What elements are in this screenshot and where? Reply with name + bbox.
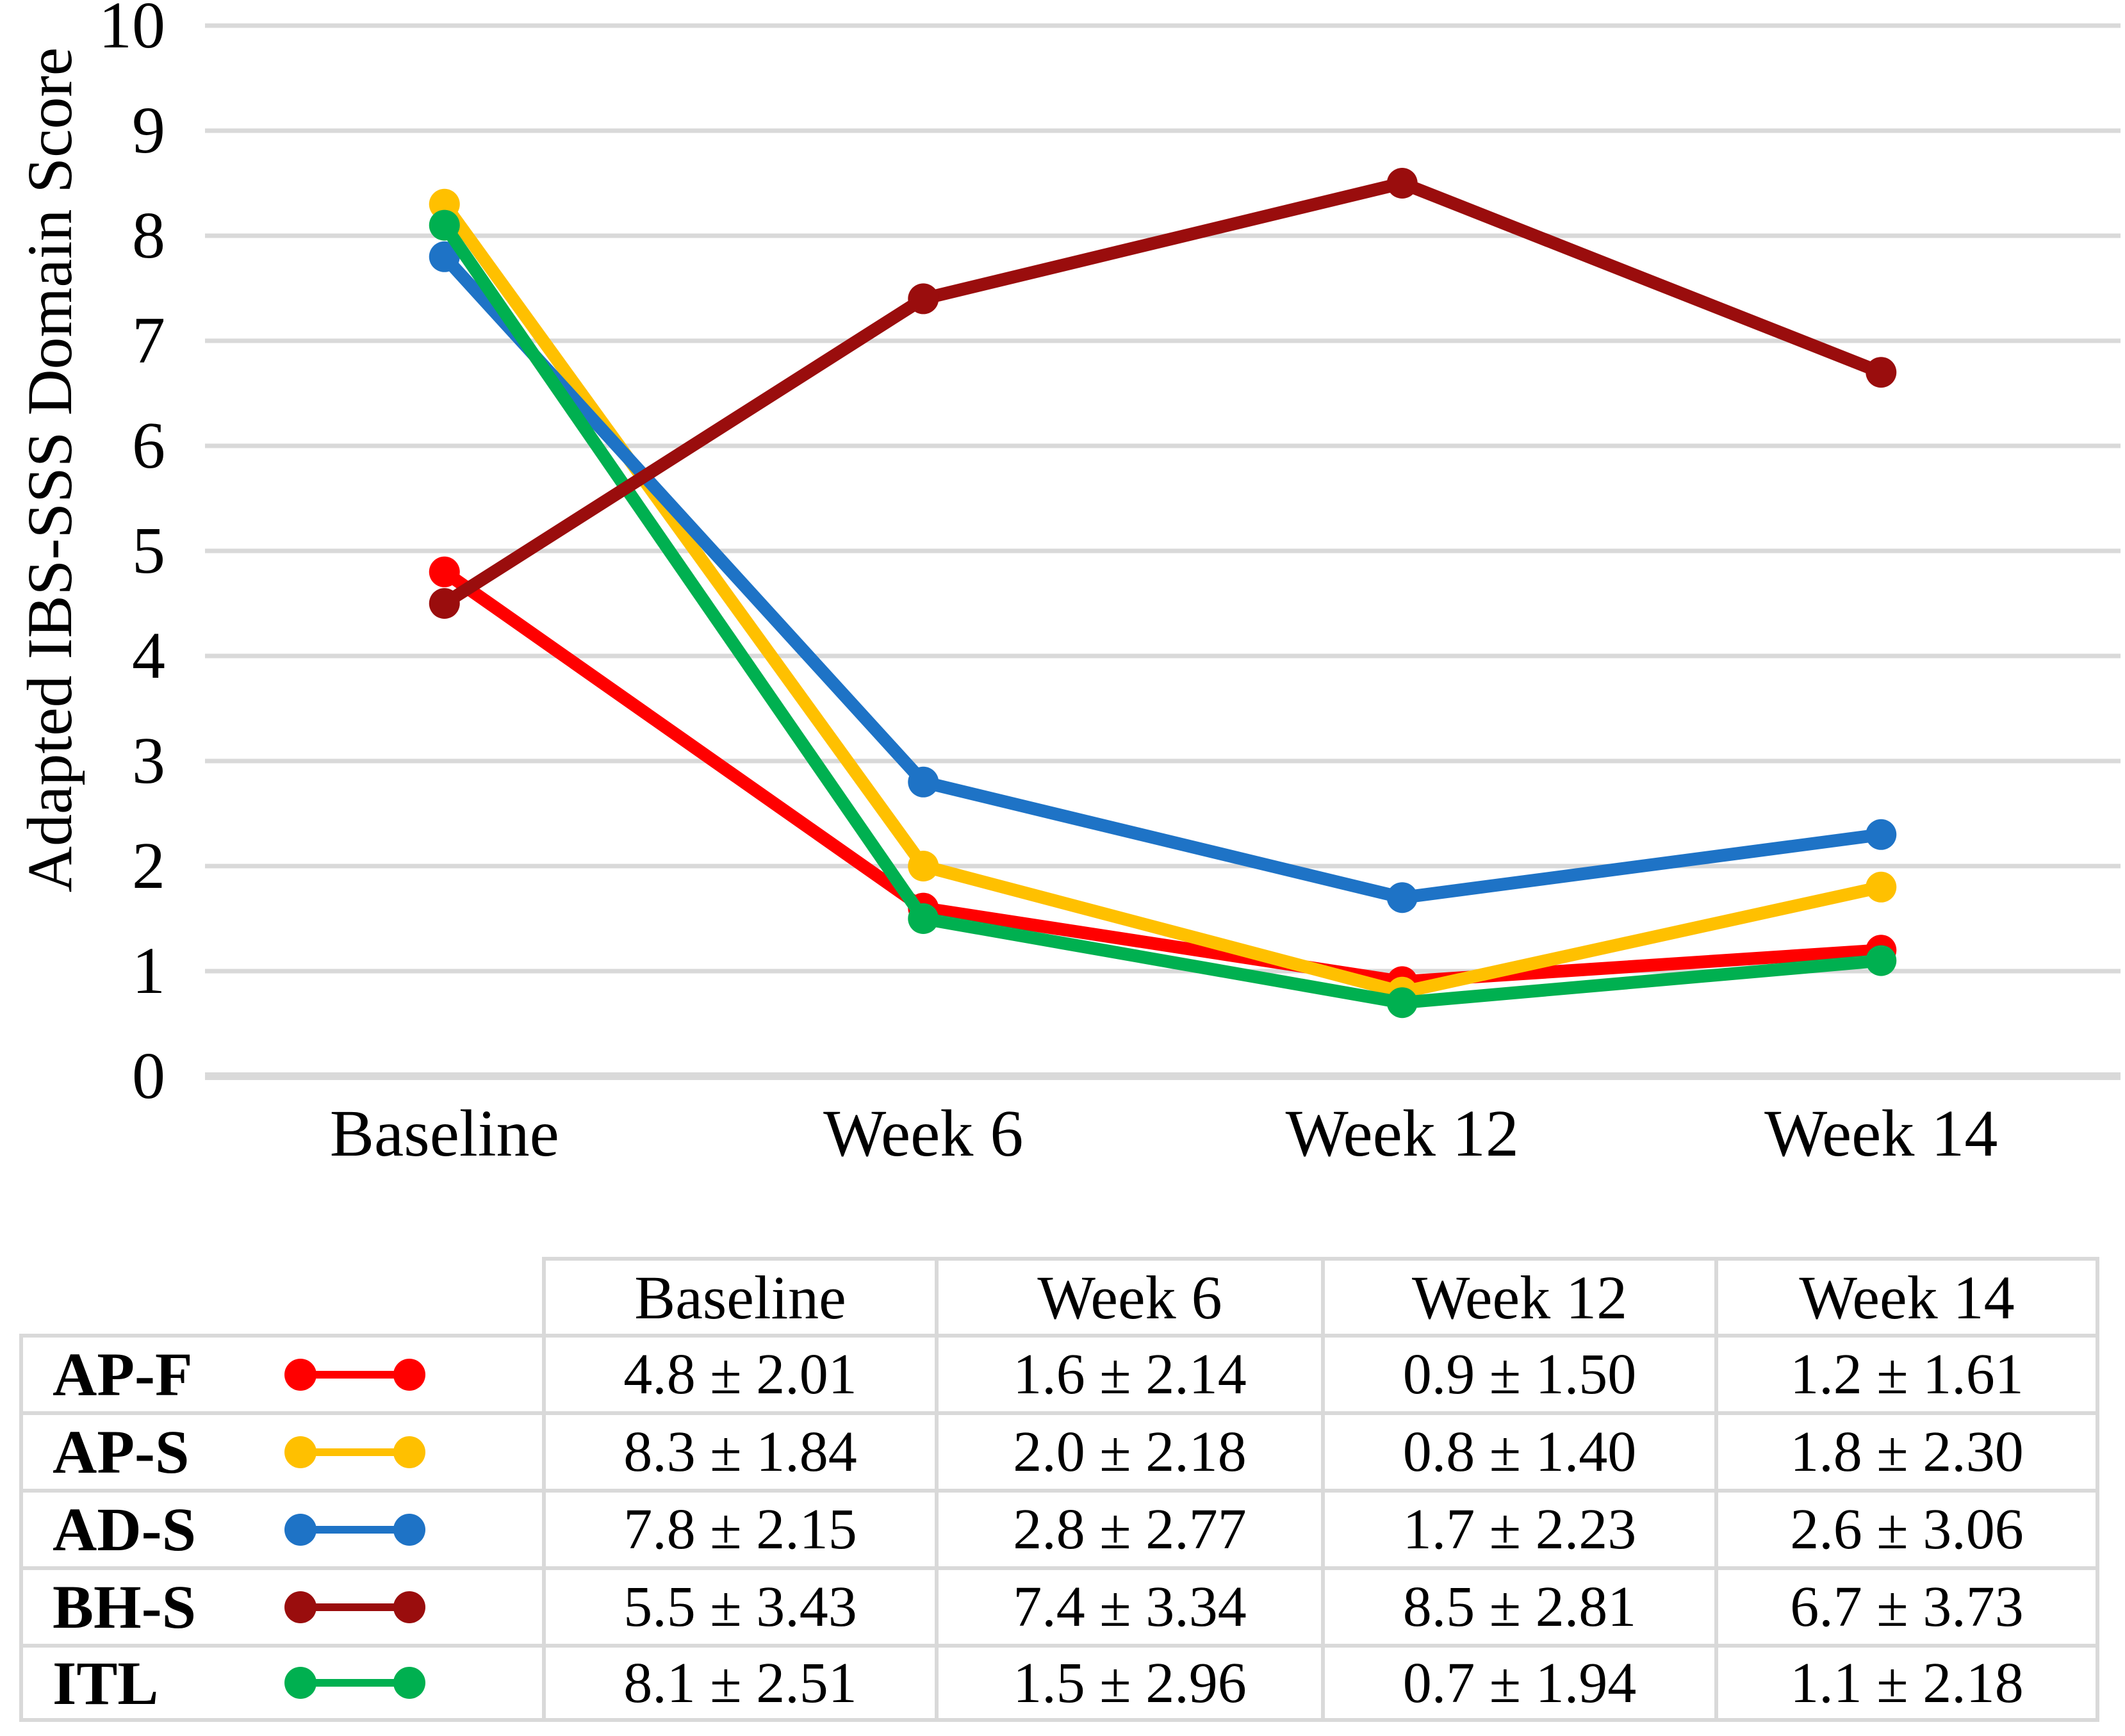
data-point-BH-S-1 [908,283,939,315]
series-line-AD-S [439,252,1882,905]
table-cell: 7.8 ± 2.15 [542,1489,935,1566]
table-cell: 1.1 ± 2.18 [1714,1644,2099,1722]
data-point-AP-S-0 [429,188,460,220]
series-marker-icon [284,1667,425,1699]
data-point-AP-S-1 [908,851,939,881]
series-label: AP-F [53,1340,193,1409]
marker-dot [284,1667,316,1699]
y-tick-label-2: 2 [132,829,165,903]
y-tick-label-7: 7 [132,304,165,377]
data-point-AD-S-3 [1866,819,1897,850]
series-marker-icon [284,1436,425,1468]
series-label: AP-S [53,1418,190,1486]
data-point-ITL-2 [1386,987,1418,1019]
table-cell: 2.6 ± 3.06 [1714,1489,2099,1566]
marker-line [299,1603,411,1611]
table-cell: 1.6 ± 2.14 [935,1334,1321,1411]
plot-area [205,23,2121,1080]
table-header-week14: Week 14 [1714,1257,2099,1334]
table-cell: 8.1 ± 2.51 [542,1644,935,1722]
x-category-label: Baseline [329,1097,559,1170]
table-cell: 8.5 ± 2.81 [1321,1566,1714,1644]
data-point-AP-F-0 [429,556,460,587]
data-point-BH-S-0 [429,588,460,619]
table-cell: 5.5 ± 3.43 [542,1566,935,1644]
y-tick-label-0: 0 [132,1039,165,1113]
y-tick-label-5: 5 [132,514,165,587]
data-point-ITL-0 [429,209,460,241]
marker-dot [393,1358,425,1391]
marker-dot [393,1513,425,1546]
series-marker-icon [284,1591,425,1623]
y-tick-label-4: 4 [132,619,165,692]
table-row-label-cell: BH-S [19,1566,542,1644]
data-point-AD-S-1 [908,766,939,798]
marker-dot [284,1358,316,1391]
marker-dot [393,1436,425,1468]
marker-dot [393,1667,425,1699]
data-point-AP-S-3 [1866,871,1897,903]
marker-line [299,1525,411,1534]
y-tick-label-6: 6 [132,409,165,482]
marker-dot [284,1513,316,1546]
table-cell: 1.7 ± 2.23 [1321,1489,1714,1566]
table-cell: 0.7 ± 1.94 [1321,1644,1714,1722]
data-point-BH-S-2 [1386,168,1418,199]
data-point-ITL-1 [908,903,939,934]
table-cell: 6.7 ± 3.73 [1714,1566,2099,1644]
series-marker-icon [284,1358,425,1391]
x-category-label: Week 14 [1764,1097,1998,1170]
y-tick-label-10: 10 [99,0,165,62]
table-row-label-cell: AP-S [19,1411,542,1489]
series-line-AP-F [441,566,1882,988]
table-cell: 8.3 ± 1.84 [542,1411,935,1489]
y-tick-label-1: 1 [132,934,165,1008]
marker-line [299,1448,411,1456]
table-row-label-cell: AD-S [19,1489,542,1566]
marker-dot [284,1591,316,1623]
table-cell: 1.5 ± 2.96 [935,1644,1321,1722]
data-point-AD-S-0 [429,241,460,272]
table-row-label-cell: ITL [19,1644,542,1722]
table-cell: 1.8 ± 2.30 [1714,1411,2099,1489]
x-category-label: Week 6 [823,1097,1024,1170]
table-cell: 4.8 ± 2.01 [542,1334,935,1411]
marker-line [299,1679,411,1687]
table-header-week6: Week 6 [935,1257,1321,1334]
series-line-BH-S [441,177,1883,609]
data-table: Baseline Week 6 Week 12 Week 14 AP-F 4.8… [19,1257,2099,1722]
y-tick-label-3: 3 [132,724,165,798]
y-tick-label-8: 8 [132,199,165,272]
table-row-label-cell: AP-F [19,1334,542,1411]
table-cell: 7.4 ± 3.34 [935,1566,1321,1644]
data-point-ITL-3 [1866,945,1897,976]
series-line-AP-S [439,200,1883,999]
table-cell: 0.8 ± 1.40 [1321,1411,1714,1489]
x-category-label: Week 12 [1285,1097,1519,1170]
table-cell: 2.0 ± 2.18 [935,1411,1321,1489]
series-label: ITL [53,1648,159,1717]
y-tick-label-9: 9 [132,94,165,167]
table-header-week12: Week 12 [1321,1257,1714,1334]
table-cell: 0.9 ± 1.50 [1321,1334,1714,1411]
data-point-AD-S-2 [1386,882,1418,913]
series-line-ITL [439,221,1882,1010]
table-corner-cell [19,1257,542,1334]
marker-dot [284,1436,316,1468]
table-header-baseline: Baseline [542,1257,935,1334]
marker-line [299,1370,411,1379]
marker-dot [393,1591,425,1623]
series-marker-icon [284,1513,425,1546]
table-cell: 2.8 ± 2.77 [935,1489,1321,1566]
series-label: BH-S [53,1573,197,1641]
table-cell: 1.2 ± 1.61 [1714,1334,2099,1411]
series-label: AD-S [53,1495,197,1564]
data-point-BH-S-3 [1866,357,1897,388]
